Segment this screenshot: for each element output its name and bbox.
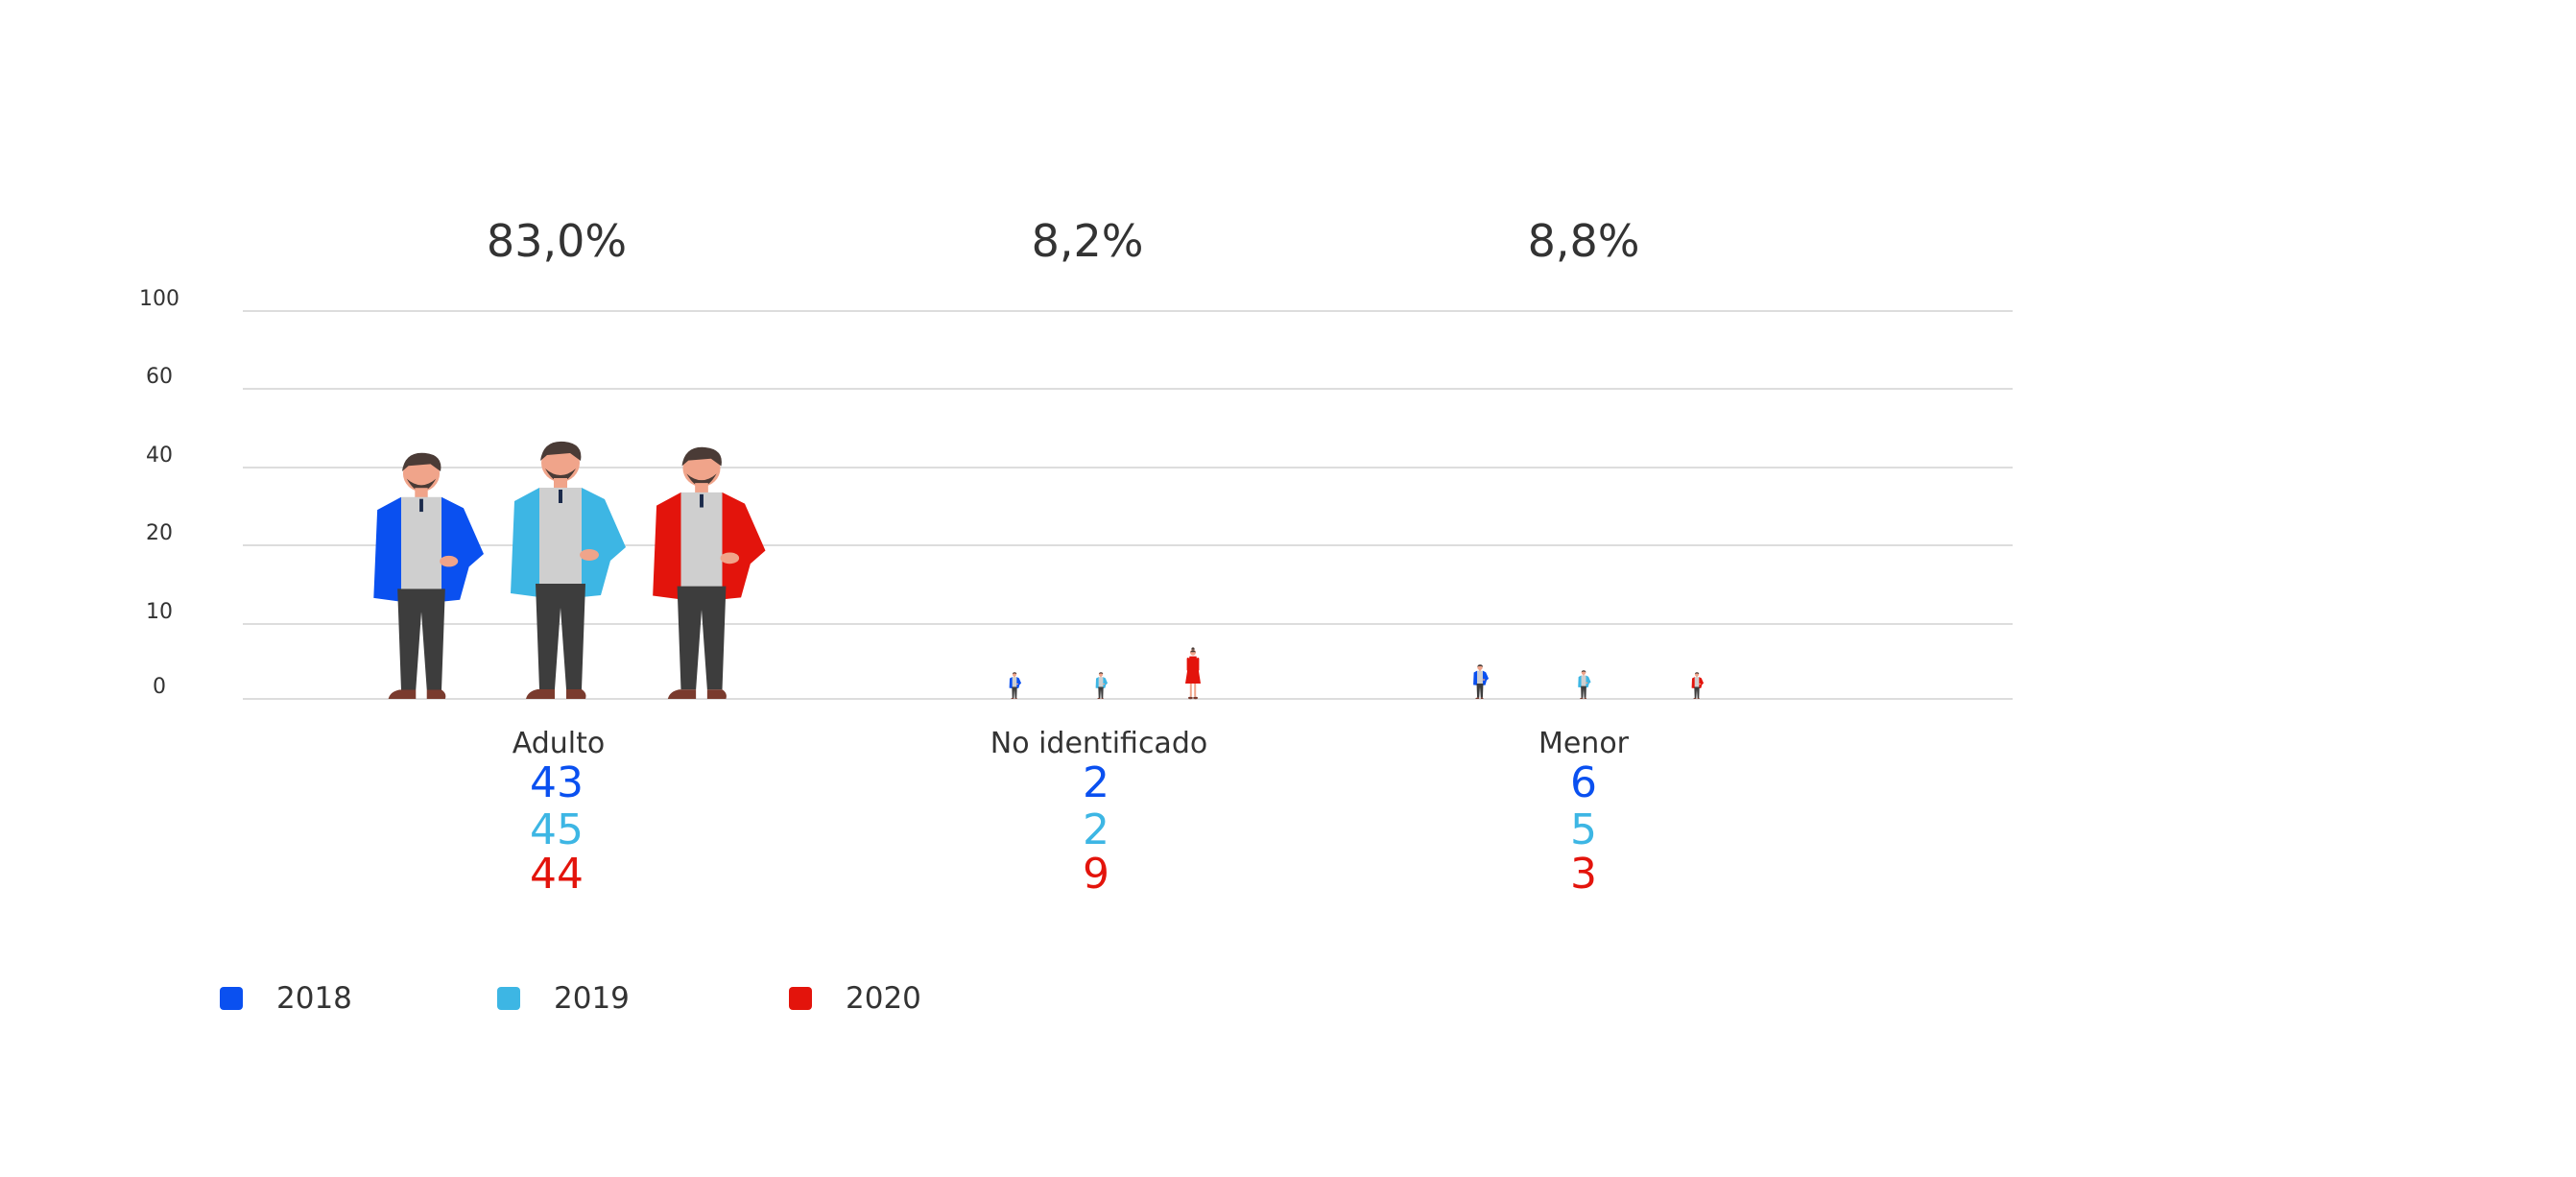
y-tick-label: 40 [146, 444, 173, 468]
legend-item: 2019 [497, 981, 630, 1016]
percent-labels: 83,0% 8,2% 8,8% [487, 215, 1640, 267]
y-tick-label: 0 [153, 675, 166, 699]
y-axis-ticks: 0 10 20 40 60 100 [139, 287, 179, 699]
category-label: Adulto [513, 727, 606, 760]
y-tick-label: 60 [146, 365, 173, 389]
child-figure-mark [1578, 670, 1591, 699]
legend-item: 2018 [220, 981, 352, 1016]
child-figure-mark [1473, 664, 1490, 699]
category-label: No identificado [990, 727, 1207, 760]
value-label: 44 [530, 850, 584, 899]
value-label: 45 [530, 805, 584, 854]
legend-swatch [220, 987, 243, 1010]
value-label: 43 [530, 758, 584, 807]
percent-label: 8,2% [1032, 215, 1144, 267]
girl-figure-mark [1185, 647, 1201, 700]
child-figure-mark [1095, 672, 1109, 699]
y-tick-label: 100 [139, 287, 179, 311]
legend-label: 2018 [276, 981, 352, 1016]
child-figure-mark [1691, 672, 1705, 699]
legend-swatch [789, 987, 812, 1010]
adult-figure-mark [373, 452, 484, 699]
percent-label: 83,0% [487, 215, 627, 267]
gridlines [243, 310, 2013, 700]
legend-item: 2020 [789, 981, 921, 1016]
value-label: 6 [1570, 758, 1597, 807]
value-label: 3 [1570, 850, 1597, 899]
percent-label: 8,8% [1528, 215, 1640, 267]
legend: 2018 2019 2020 [220, 981, 921, 1016]
y-tick-label: 20 [146, 521, 173, 545]
value-label: 9 [1083, 850, 1109, 899]
adult-figure-mark [653, 446, 766, 699]
legend-label: 2019 [554, 981, 630, 1016]
figures [373, 441, 1705, 700]
legend-swatch [497, 987, 520, 1010]
y-tick-label: 10 [146, 600, 173, 624]
child-figure-mark [1009, 672, 1022, 699]
adult-figure-mark [511, 441, 626, 699]
value-labels: 43 2 6 45 2 5 44 9 3 [530, 758, 1597, 899]
category-labels: Adulto No identificado Menor [513, 727, 1630, 760]
category-label: Menor [1538, 727, 1630, 760]
value-label: 5 [1570, 805, 1597, 854]
legend-label: 2020 [846, 981, 921, 1016]
value-label: 2 [1083, 758, 1109, 807]
value-label: 2 [1083, 805, 1109, 854]
